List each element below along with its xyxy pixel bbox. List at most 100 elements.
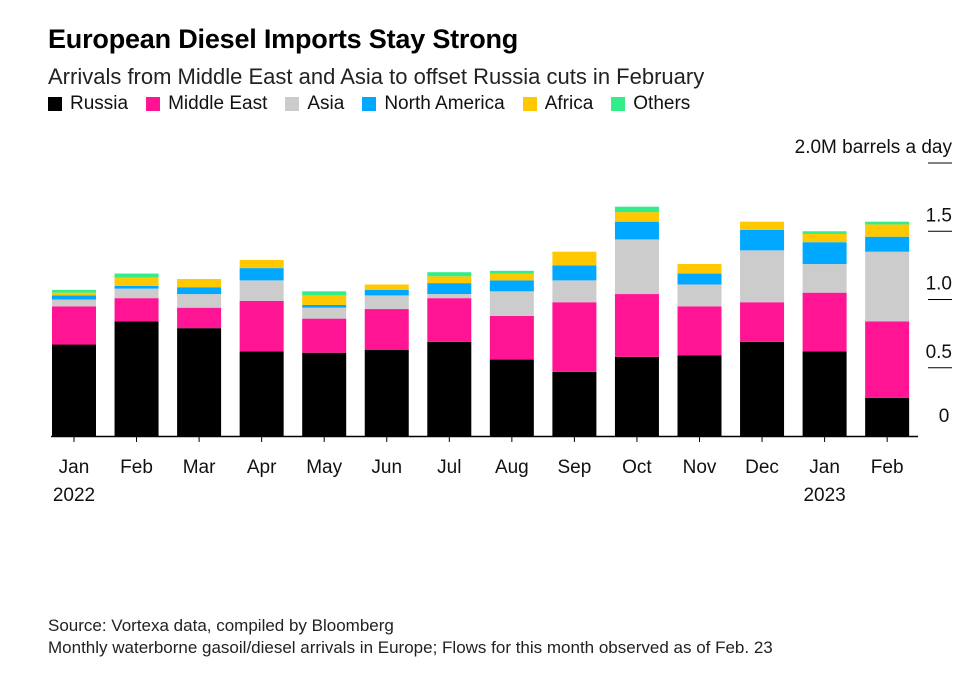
y-tick-label: 1.0 [926,274,952,295]
legend-label-middle-east: Middle East [168,93,268,114]
y-tick-label: 1.5 [926,205,952,226]
bar-segment-asia [489,291,534,316]
bar-segment-others [614,206,659,213]
bar-segment-middle-east [364,309,409,351]
legend-swatch-asia [285,97,300,111]
x-tick-label: Feb [120,457,153,478]
bar-segment-others [302,291,347,296]
bar-segment-north-america [552,265,597,281]
legend-item-middle-east: Middle East [146,93,267,115]
bar-segment-africa [865,224,910,237]
bar-segment-russia [427,341,472,436]
bar-segment-asia [52,299,96,307]
bar-segment-russia [239,351,284,436]
x-tick-label: Sep [557,457,591,478]
bar-segment-russia [364,350,409,436]
bar-segment-africa [239,259,284,269]
legend-label-africa: Africa [544,93,594,114]
chart-title: European Diesel Imports Stay Strong [48,24,519,54]
bar-segment-north-america [52,295,96,300]
bar-segment-africa [52,292,96,296]
x-year-label: 2023 [803,485,845,506]
bar-segment-asia [364,295,409,310]
bar-segment-asia [114,288,159,299]
bar-segment-africa [177,279,222,288]
y-tick-label: 0 [939,406,950,427]
bar-segment-russia [552,371,597,436]
bar-segment-north-america [865,236,910,252]
bar-segment-asia [865,251,910,322]
bar-segment-africa [427,276,472,284]
legend-label-others: Others [633,93,691,114]
bar-segment-russia [52,344,96,436]
bar-segment-russia [302,352,347,436]
bar-segment-asia [239,280,284,301]
bar-segment-north-america [740,229,785,251]
bar-segment-others [427,272,472,277]
bar-segment-russia [177,328,222,436]
x-tick-label: Feb [871,457,904,478]
bar-segment-others [52,289,96,293]
bar-segment-asia [614,239,659,295]
x-tick-label: Oct [622,457,652,478]
legend-label-north-america: North America [384,93,505,114]
legend-item-africa: Africa [522,93,594,115]
bar-segment-africa [489,273,534,281]
bar-segment-north-america [114,285,159,289]
bar-segment-north-america [677,273,722,285]
x-tick-label: Jun [371,457,402,478]
bar-segment-others [865,221,910,225]
x-tick-label: Dec [745,457,779,478]
chart-footer: Source: Vortexa data, compiled by Bloomb… [48,615,773,659]
chart-subtitle: Arrivals from Middle East and Asia to of… [48,64,705,89]
bar-segment-middle-east [802,292,847,352]
y-tick-label: 2.0M barrels a day [795,137,953,158]
bar-segment-russia [614,356,659,436]
x-tick-label: Mar [183,457,216,478]
bar-segment-middle-east [614,294,659,357]
bar-segment-middle-east [865,321,910,398]
bar-segment-russia [489,359,534,436]
x-tick-label: Jan [59,457,90,478]
chart-legend: Russia Middle East Asia North America Af… [48,93,690,115]
x-tick-label: Jul [437,457,461,478]
bar-segment-middle-east [302,318,347,353]
bar-segment-africa [614,212,659,222]
bar-segment-middle-east [52,306,96,345]
bar-segment-north-america [489,280,534,292]
x-tick-label: May [306,457,342,478]
legend-swatch-others [611,97,626,111]
bar-segment-others [802,231,847,234]
bar-segment-russia [740,341,785,436]
bar-segment-middle-east [489,315,534,360]
bar-segment-asia [427,294,472,299]
bar-segment-others [489,270,534,274]
y-tick-label: 0.5 [926,342,952,363]
bar-segment-russia [677,355,722,436]
bar-segment-middle-east [552,302,597,372]
legend-swatch-russia [48,97,62,111]
bar-segment-north-america [239,268,284,281]
x-tick-label: Apr [247,457,277,478]
x-tick-label: Aug [495,457,529,478]
bar-segment-north-america [614,221,659,240]
legend-swatch-africa [522,97,537,111]
bar-segment-north-america [802,242,847,265]
bar-segment-asia [552,280,597,303]
legend-swatch-north-america [362,97,377,111]
legend-item-russia: Russia [48,93,128,115]
bar-segment-africa [114,277,159,286]
bar-segment-middle-east [177,307,222,329]
source-note: Source: Vortexa data, compiled by Bloomb… [48,616,394,635]
bar-segment-asia [802,264,847,293]
bar-segment-north-america [364,289,409,296]
methodology-note: Monthly waterborne gasoil/diesel arrival… [48,638,773,657]
bar-segment-asia [677,284,722,307]
legend-swatch-middle-east [146,97,161,111]
bar-segment-middle-east [427,298,472,342]
bar-segment-africa [802,233,847,243]
legend-label-russia: Russia [70,93,129,114]
legend-item-north-america: North America [362,93,505,115]
x-tick-label: Jan [809,457,840,478]
